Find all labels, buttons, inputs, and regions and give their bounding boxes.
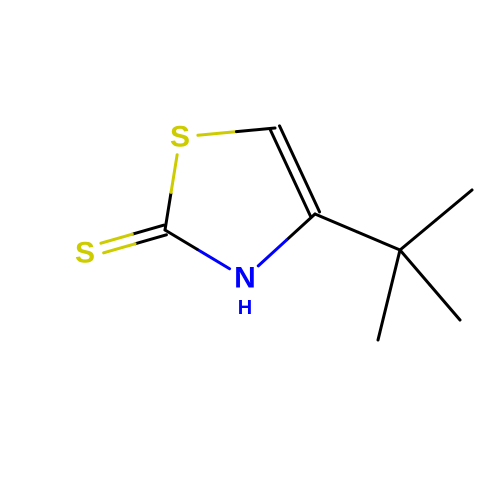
bond-segment (290, 173, 310, 216)
molecule-canvas: S S NH (0, 0, 500, 500)
bond-segment (197, 249, 229, 268)
bond-segment (430, 285, 460, 320)
atom-label-s_ring: S (170, 121, 190, 154)
bond-segment (165, 230, 197, 249)
bond-segment (389, 250, 400, 295)
bond-segment (400, 220, 436, 250)
bond-segment (132, 225, 163, 234)
atom-label-s_exo: S (75, 237, 95, 270)
atom-label-n: N (234, 262, 256, 295)
bond-segment (300, 169, 320, 212)
bond-segment (165, 192, 171, 230)
bond-segment (135, 235, 166, 244)
atom-label-nh: H (238, 297, 252, 319)
bond-segment (378, 295, 389, 340)
bond-segment (287, 214, 315, 240)
bond-segment (198, 132, 237, 136)
bond-segment (280, 126, 300, 169)
bond-segment (436, 190, 472, 220)
bond-segment (104, 244, 135, 253)
bond-segment (315, 214, 358, 232)
bond-segment (171, 155, 177, 193)
bond-segment (358, 232, 401, 250)
bond-segment (101, 234, 132, 243)
bond-segment (270, 130, 290, 173)
bond-segment (258, 240, 286, 266)
bond-segment (400, 250, 430, 285)
